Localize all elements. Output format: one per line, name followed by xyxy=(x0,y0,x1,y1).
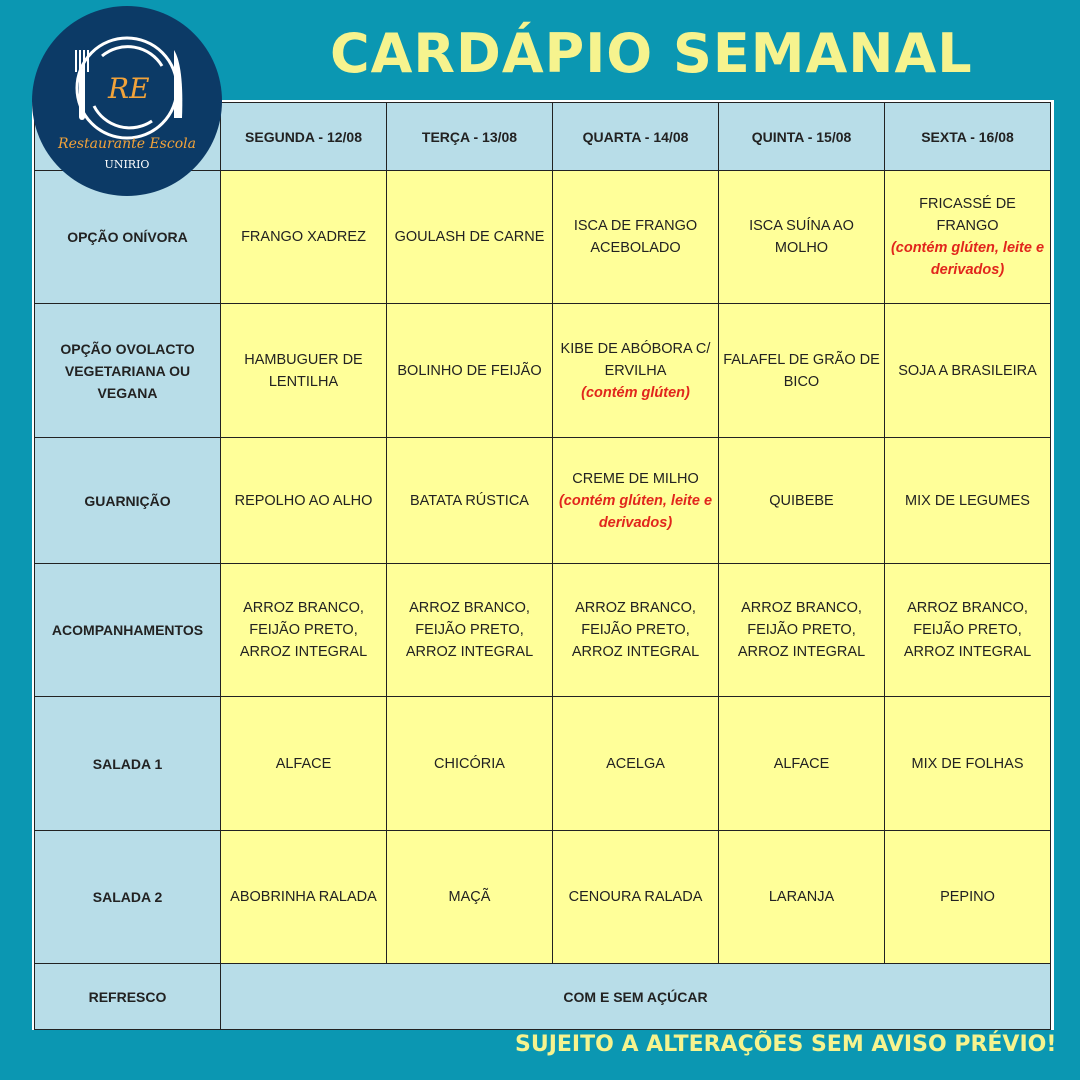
weekly-menu-table: SEGUNDA - 12/08 TERÇA - 13/08 QUARTA - 14/… xyxy=(34,102,1051,1030)
dish-name: ARROZ BRANCO, FEIJÃO PRETO, ARROZ INTEGR… xyxy=(405,600,534,660)
dish-name: ARROZ BRANCO, FEIJÃO PRETO, ARROZ INTEGR… xyxy=(903,600,1032,660)
allergen-note: (contém glúten) xyxy=(581,384,690,401)
dish-name: MIX DE FOLHAS xyxy=(911,755,1024,772)
menu-cell: MIX DE LEGUMES xyxy=(884,437,1051,564)
menu-cell: FRANGO XADREZ xyxy=(220,170,387,304)
restaurant-logo: RE Restaurante Escola UNIRIO xyxy=(32,6,222,196)
refresco-row: REFRESCO COM E SEM AÇÚCAR xyxy=(34,963,1051,1030)
refresco-value: COM E SEM AÇÚCAR xyxy=(220,963,1051,1030)
dish-name: ALFACE xyxy=(773,755,830,772)
menu-cell: ARROZ BRANCO, FEIJÃO PRETO, ARROZ INTEGR… xyxy=(552,563,719,697)
menu-cell: ARROZ BRANCO, FEIJÃO PRETO, ARROZ INTEGR… xyxy=(718,563,885,697)
dish-name: KIBE DE ABÓBORA C/ ERVILHA xyxy=(560,340,711,379)
menu-cell: MAÇÃ xyxy=(386,830,553,964)
menu-cell: GOULASH DE CARNE xyxy=(386,170,553,304)
menu-cell: SOJA A BRASILEIRA xyxy=(884,303,1051,438)
menu-cell: HAMBUGUER DE LENTILHA xyxy=(220,303,387,438)
menu-cell: PEPINO xyxy=(884,830,1051,964)
menu-cell: ARROZ BRANCO, FEIJÃO PRETO, ARROZ INTEGR… xyxy=(386,563,553,697)
menu-cell: ALFACE xyxy=(220,696,387,831)
menu-cell: ARROZ BRANCO, FEIJÃO PRETO, ARROZ INTEGR… xyxy=(220,563,387,697)
day-header: SEGUNDA - 12/08 xyxy=(220,102,387,171)
menu-cell: CHICÓRIA xyxy=(386,696,553,831)
row-label: SALADA 2 xyxy=(34,830,221,964)
plate-cutlery-icon xyxy=(75,36,183,140)
day-header: SEXTA - 16/08 xyxy=(884,102,1051,171)
dish-name: FRANGO XADREZ xyxy=(241,229,366,245)
menu-row: OPÇÃO ONÍVORA FRANGO XADREZ GOULASH DE CAR… xyxy=(34,170,1051,304)
menu-cell: ISCA DE FRANGO ACEBOLADO xyxy=(552,170,719,304)
dish-name: ACELGA xyxy=(606,755,665,772)
menu-row: GUARNIÇÃO REPOLHO AO ALHO BATATA RÚSTICA CR… xyxy=(34,437,1051,564)
dish-name: ARROZ BRANCO, FEIJÃO PRETO, ARROZ INTEGR… xyxy=(239,600,368,660)
menu-cell: ARROZ BRANCO, FEIJÃO PRETO, ARROZ INTEGR… xyxy=(884,563,1051,697)
row-label: GUARNIÇÃO xyxy=(34,437,221,564)
day-header: QUINTA - 15/08 xyxy=(718,102,885,171)
dish-name: ALFACE xyxy=(275,755,332,772)
menu-row: OPÇÃO OVOLACTO VEGETARIANA OU VEGANA HAMB… xyxy=(34,303,1051,438)
dish-name: FRICASSÉ DE FRANGO xyxy=(919,196,1016,234)
dish-name: MIX DE LEGUMES xyxy=(905,492,1030,509)
menu-cell: BATATA RÚSTICA xyxy=(386,437,553,564)
menu-cell: ISCA SUÍNA AO MOLHO xyxy=(718,170,885,304)
logo-institution: UNIRIO xyxy=(104,158,150,171)
row-label: ACOMPANHAMENTOS xyxy=(34,563,221,697)
allergen-note: (contém glúten, leite e derivados) xyxy=(558,492,713,531)
dish-name: LARANJA xyxy=(768,889,835,905)
dish-name: ARROZ BRANCO, FEIJÃO PRETO, ARROZ INTEGR… xyxy=(571,600,700,660)
menu-cell: FALAFEL DE GRÃO DE BICO xyxy=(718,303,885,438)
menu-row: ACOMPANHAMENTOS ARROZ BRANCO, FEIJÃO PRET… xyxy=(34,563,1051,697)
dish-name: PEPINO xyxy=(940,889,995,905)
dish-name: QUIBEBE xyxy=(769,492,834,509)
menu-cell: BOLINHO DE FEIJÃO xyxy=(386,303,553,438)
logo-initials: RE xyxy=(108,72,150,105)
dish-name: FALAFEL DE GRÃO DE BICO xyxy=(723,351,880,390)
logo-name: Restaurante Escola xyxy=(58,136,196,152)
menu-cell: CENOURA RALADA xyxy=(552,830,719,964)
row-label: OPÇÃO ONÍVORA xyxy=(34,170,221,304)
allergen-note: (contém glúten, leite e derivados) xyxy=(890,240,1045,278)
dish-name: ISCA SUÍNA AO MOLHO xyxy=(749,218,854,256)
dish-name: MAÇÃ xyxy=(448,889,491,905)
dish-name: CHICÓRIA xyxy=(434,755,505,772)
row-label: SALADA 1 xyxy=(34,696,221,831)
row-label: REFRESCO xyxy=(34,963,221,1030)
dish-name: BATATA RÚSTICA xyxy=(410,492,529,509)
row-label: OPÇÃO OVOLACTO VEGETARIANA OU VEGANA xyxy=(34,303,221,438)
disclaimer: SUJEITO A ALTERAÇÕES SEM AVISO PRÉVIO! xyxy=(515,1032,1057,1057)
dish-name: REPOLHO AO ALHO xyxy=(234,492,373,509)
menu-cell: FRICASSÉ DE FRANGO (contém glúten, leite … xyxy=(884,170,1051,304)
day-header: QUARTA - 14/08 xyxy=(552,102,719,171)
menu-cell: KIBE DE ABÓBORA C/ ERVILHA (contém glúten… xyxy=(552,303,719,438)
menu-cell: ALFACE xyxy=(718,696,885,831)
menu-cell: QUIBEBE xyxy=(718,437,885,564)
menu-row: SALADA 2 ABOBRINHA RALADA MAÇÃ CENOURA RALA… xyxy=(34,830,1051,964)
menu-cell: ACELGA xyxy=(552,696,719,831)
dish-name: CENOURA RALADA xyxy=(568,889,703,905)
menu-cell: MIX DE FOLHAS xyxy=(884,696,1051,831)
menu-cell: LARANJA xyxy=(718,830,885,964)
dish-name: ISCA DE FRANGO ACEBOLADO xyxy=(573,218,698,256)
menu-cell: REPOLHO AO ALHO xyxy=(220,437,387,564)
page-title: CARDÁPIO SEMANAL xyxy=(330,22,973,85)
dish-name: CREME DE MILHO xyxy=(572,470,699,487)
menu-cell: CREME DE MILHO (contém glúten, leite e de… xyxy=(552,437,719,564)
dish-name: ARROZ BRANCO, FEIJÃO PRETO, ARROZ INTEGR… xyxy=(737,600,866,660)
dish-name: ABOBRINHA RALADA xyxy=(230,889,377,905)
dish-name: SOJA A BRASILEIRA xyxy=(898,362,1037,379)
dish-name: HAMBUGUER DE LENTILHA xyxy=(244,351,363,390)
dish-name: GOULASH DE CARNE xyxy=(394,229,545,245)
dish-name: BOLINHO DE FEIJÃO xyxy=(397,362,542,379)
day-header: TERÇA - 13/08 xyxy=(386,102,553,171)
menu-row: SALADA 1 ALFACE CHICÓRIA ACELGA ALFACE MIX DE… xyxy=(34,696,1051,831)
menu-cell: ABOBRINHA RALADA xyxy=(220,830,387,964)
